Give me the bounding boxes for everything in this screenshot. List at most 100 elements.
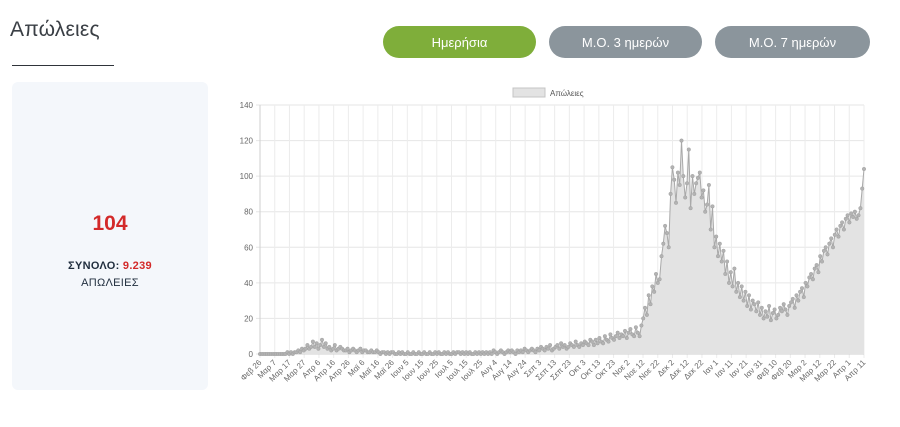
- data-point: [792, 305, 797, 310]
- data-point: [666, 245, 671, 250]
- data-point: [725, 259, 730, 264]
- data-point: [723, 271, 728, 276]
- data-point: [805, 284, 810, 289]
- stat-label: ΑΠΩΛΕΙΕΣ: [81, 277, 139, 289]
- data-point: [781, 302, 786, 307]
- data-point: [748, 307, 753, 312]
- data-point: [489, 352, 494, 357]
- data-point: [555, 343, 560, 348]
- data-point: [679, 138, 684, 143]
- data-point: [719, 259, 724, 264]
- data-point: [314, 341, 319, 346]
- data-point: [695, 175, 700, 180]
- data-point: [747, 293, 752, 298]
- data-point: [721, 248, 726, 253]
- data-point: [674, 200, 679, 205]
- title-underline: [12, 65, 114, 66]
- data-point: [632, 334, 637, 339]
- data-point: [708, 227, 713, 232]
- data-point: [692, 191, 697, 196]
- data-point: [615, 330, 620, 335]
- data-point: [832, 232, 837, 237]
- data-point: [358, 346, 363, 351]
- data-point: [730, 284, 735, 289]
- data-point: [559, 341, 564, 346]
- data-point: [681, 174, 686, 179]
- data-point: [612, 337, 617, 342]
- data-point: [309, 344, 314, 349]
- data-point: [593, 337, 598, 342]
- data-point: [818, 254, 823, 259]
- data-point: [688, 206, 693, 211]
- legend-label: Απώλειες: [550, 89, 584, 98]
- data-point: [639, 323, 644, 328]
- data-point: [646, 293, 651, 298]
- data-point: [732, 266, 737, 271]
- data-point: [537, 348, 542, 353]
- data-point: [785, 312, 790, 317]
- data-point: [783, 307, 788, 312]
- data-point: [670, 165, 675, 170]
- data-point: [820, 259, 825, 264]
- data-point: [776, 312, 781, 317]
- total-line: ΣΥΝΟΛΟ: 9.239: [12, 260, 208, 272]
- data-point: [298, 350, 303, 355]
- y-tick-label: 100: [240, 172, 254, 181]
- data-point: [816, 270, 821, 275]
- data-point: [694, 181, 699, 186]
- data-point: [672, 177, 677, 182]
- data-point: [635, 330, 640, 335]
- data-point: [332, 343, 337, 348]
- data-point: [834, 227, 839, 232]
- data-point: [655, 280, 660, 285]
- data-point: [685, 181, 690, 186]
- data-point: [703, 209, 708, 214]
- data-point: [838, 223, 843, 228]
- data-point: [772, 307, 777, 312]
- data-point: [734, 289, 739, 294]
- data-point: [743, 289, 748, 294]
- data-point: [597, 335, 602, 340]
- data-point: [809, 271, 814, 276]
- data-point: [654, 271, 659, 276]
- data-point: [316, 346, 321, 351]
- data-point: [858, 206, 863, 211]
- data-point: [714, 234, 719, 239]
- data-point: [637, 334, 642, 339]
- period-toggle-group: Ημερήσια Μ.Ο. 3 ημερών Μ.Ο. 7 ημερών: [383, 26, 870, 58]
- data-point: [758, 312, 763, 317]
- data-point: [664, 231, 669, 236]
- avg-3day-toggle-button[interactable]: Μ.Ο. 3 ημερών: [549, 26, 702, 58]
- data-point: [787, 303, 792, 308]
- data-point: [741, 298, 746, 303]
- data-point: [305, 343, 310, 348]
- data-point: [843, 216, 848, 221]
- data-point: [829, 236, 834, 241]
- daily-toggle-button[interactable]: Ημερήσια: [383, 26, 536, 58]
- data-point: [623, 328, 628, 333]
- data-point: [601, 341, 606, 346]
- data-point: [345, 346, 350, 351]
- data-point: [852, 209, 857, 214]
- data-point: [756, 300, 761, 305]
- data-point: [557, 346, 562, 351]
- data-point: [812, 266, 817, 271]
- data-point: [807, 275, 812, 280]
- data-point: [831, 245, 836, 250]
- data-point: [586, 343, 591, 348]
- data-point: [683, 195, 688, 200]
- avg-7day-toggle-button[interactable]: Μ.Ο. 7 ημερών: [715, 26, 870, 58]
- data-point: [801, 295, 806, 300]
- data-point: [643, 305, 648, 310]
- y-tick-label: 20: [244, 314, 253, 323]
- data-point: [759, 305, 764, 310]
- y-tick-label: 0: [249, 350, 254, 359]
- data-point: [513, 352, 518, 357]
- data-point: [796, 298, 801, 303]
- data-point: [763, 309, 768, 314]
- data-point: [860, 186, 865, 191]
- data-point: [581, 343, 586, 348]
- data-point: [798, 289, 803, 294]
- data-point: [650, 284, 655, 289]
- data-point: [854, 216, 859, 221]
